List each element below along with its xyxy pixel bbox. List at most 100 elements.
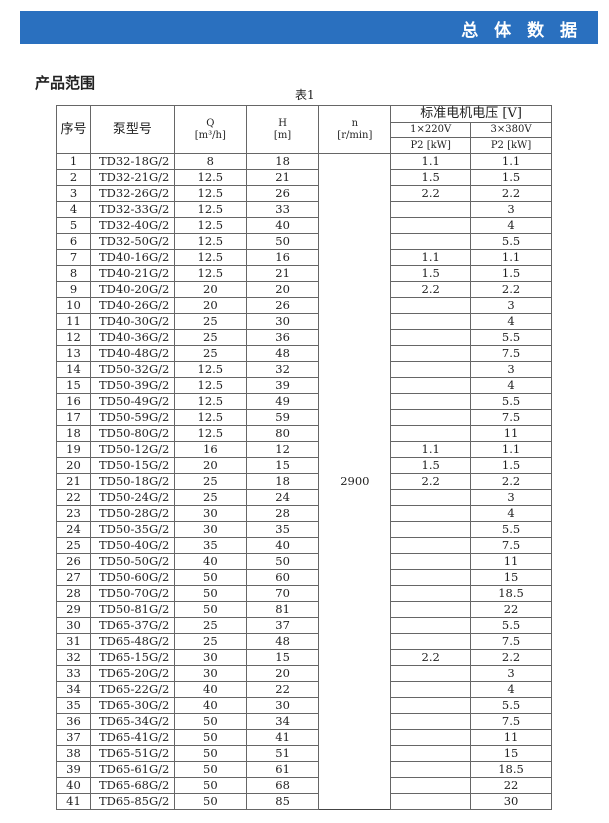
cell-p2-single [390,633,472,650]
cell-index: 41 [56,793,91,810]
table-row: 3 TD32-26G/2 12.5 26 2.2 2.2 [56,185,552,202]
cell-h: 40 [245,537,320,554]
cell-p2-single [390,777,472,794]
cell-model: TD65-22G/2 [89,681,175,698]
cell-h: 30 [245,313,320,330]
cell-p2-single: 2.2 [390,473,472,490]
cell-p2-single [390,585,472,602]
banner-title: 总 体 数 据 [461,21,582,41]
cell-q: 12.5 [173,265,247,282]
cell-h: 41 [245,729,320,746]
cell-p2-three: 1.5 [470,457,552,474]
cell-p2-three: 1.5 [470,169,552,186]
cell-q: 25 [173,329,247,346]
cell-index: 30 [56,617,91,634]
product-range-table: 序号 泵型号 Q [m³/h] H [m] n [r/min] 标准电机电压 [V] … [56,105,552,810]
table-row: 9 TD40-20G/2 20 20 2.2 2.2 [56,281,552,298]
cell-h: 35 [245,521,320,538]
cell-q: 20 [173,457,247,474]
cell-index: 34 [56,681,91,698]
header-voltage: 标准电机电压 [V] [390,105,552,123]
cell-index: 12 [56,329,91,346]
cell-p2-single: 1.5 [390,457,472,474]
cell-model: TD65-41G/2 [89,729,175,746]
table-row: 30 TD65-37G/2 25 37 5.5 [56,617,552,634]
cell-index: 27 [56,569,91,586]
cell-model: TD32-50G/2 [89,233,175,250]
cell-index: 28 [56,585,91,602]
cell-index: 22 [56,489,91,506]
cell-model: TD65-68G/2 [89,777,175,794]
cell-p2-single [390,377,472,394]
cell-index: 17 [56,409,91,426]
cell-index: 13 [56,345,91,362]
cell-q: 50 [173,569,247,586]
cell-index: 16 [56,393,91,410]
cell-index: 9 [56,281,91,298]
cell-p2-three: 11 [470,553,552,570]
table-row: 28 TD50-70G/2 50 70 18.5 [56,585,552,602]
section-title: 产品范围 [35,74,96,92]
cell-model: TD40-20G/2 [89,281,175,298]
cell-index: 40 [56,777,91,794]
table-row: 40 TD65-68G/2 50 68 22 [56,777,552,794]
cell-q: 40 [173,553,247,570]
cell-p2-single: 1.1 [390,153,472,170]
table-row: 41 TD65-85G/2 50 85 30 [56,793,552,810]
cell-q: 50 [173,761,247,778]
cell-h: 34 [245,713,320,730]
cell-p2-single [390,713,472,730]
cell-p2-three: 22 [470,777,552,794]
cell-model: TD40-30G/2 [89,313,175,330]
cell-q: 25 [173,473,247,490]
cell-p2-single [390,217,472,234]
cell-index: 33 [56,665,91,682]
cell-q: 40 [173,697,247,714]
cell-model: TD65-37G/2 [89,617,175,634]
cell-model: TD50-28G/2 [89,505,175,522]
cell-p2-single [390,297,472,314]
table-row: 20 TD50-15G/2 20 15 1.5 1.5 [56,457,552,474]
cell-index: 10 [56,297,91,314]
table-row: 36 TD65-34G/2 50 34 7.5 [56,713,552,730]
header-single-phase: 1×220V [390,122,472,138]
cell-p2-three: 7.5 [470,409,552,426]
table-row: 7 TD40-16G/2 12.5 16 1.1 1.1 [56,249,552,266]
cell-model: TD65-51G/2 [89,745,175,762]
cell-p2-single [390,793,472,810]
table-row: 11 TD40-30G/2 25 30 4 [56,313,552,330]
cell-q: 12.5 [173,393,247,410]
table-row: 32 TD65-15G/2 30 15 2.2 2.2 [56,649,552,666]
cell-p2-three: 4 [470,217,552,234]
header-three-phase: 3×380V [470,122,552,138]
cell-h: 21 [245,265,320,282]
cell-p2-three: 11 [470,729,552,746]
cell-q: 50 [173,777,247,794]
cell-index: 25 [56,537,91,554]
cell-model: TD65-30G/2 [89,697,175,714]
cell-model: TD50-15G/2 [89,457,175,474]
cell-model: TD65-20G/2 [89,665,175,682]
cell-q: 12.5 [173,425,247,442]
table-row: 35 TD65-30G/2 40 30 5.5 [56,697,552,714]
cell-p2-three: 2.2 [470,473,552,490]
cell-p2-three: 1.1 [470,441,552,458]
cell-p2-single [390,409,472,426]
cell-p2-single [390,745,472,762]
cell-p2-single: 1.1 [390,441,472,458]
cell-h: 50 [245,553,320,570]
cell-model: TD50-70G/2 [89,585,175,602]
cell-q: 16 [173,441,247,458]
header-model: 泵型号 [89,105,175,154]
cell-model: TD40-16G/2 [89,249,175,266]
cell-p2-single [390,697,472,714]
cell-p2-three: 5.5 [470,697,552,714]
table-row: 15 TD50-39G/2 12.5 39 4 [56,377,552,394]
cell-h: 85 [245,793,320,810]
cell-q: 12.5 [173,361,247,378]
cell-p2-three: 3 [470,665,552,682]
cell-model: TD50-18G/2 [89,473,175,490]
cell-p2-three: 3 [470,489,552,506]
cell-p2-three: 3 [470,297,552,314]
table-row: 34 TD65-22G/2 40 22 4 [56,681,552,698]
